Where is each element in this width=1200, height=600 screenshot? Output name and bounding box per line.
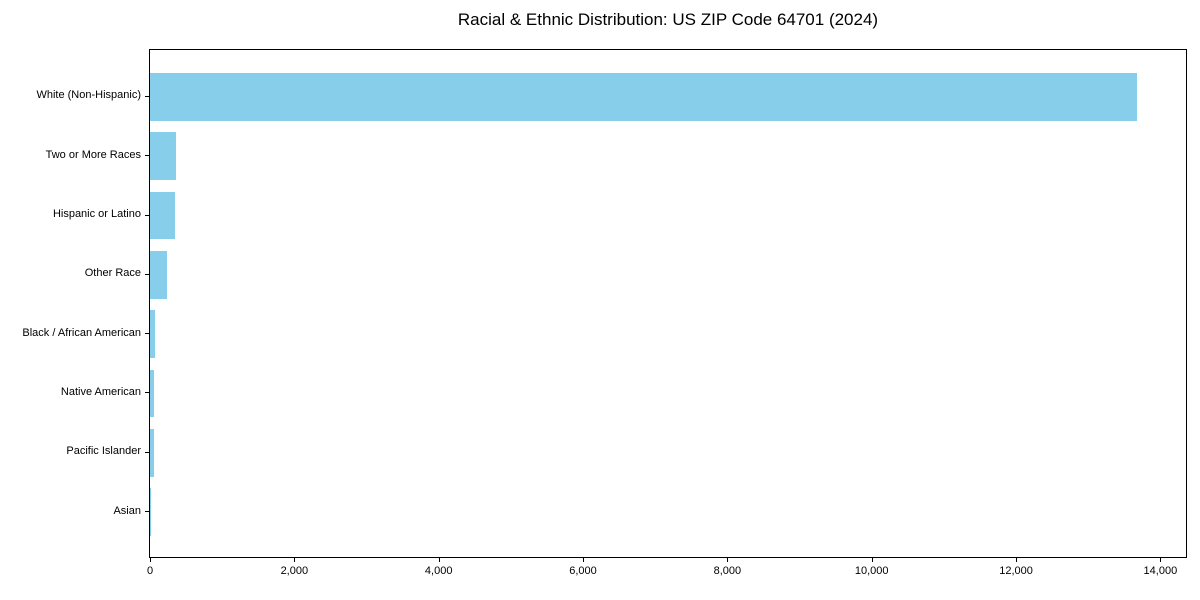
bar-white-non-hispanic	[150, 73, 1137, 121]
bar-other-race	[150, 251, 168, 299]
x-axis-label-10000: 10,000	[854, 565, 889, 577]
y-axis-label-pacific-islander: Pacific Islander	[66, 445, 141, 458]
x-axis-label-6000: 6,000	[569, 565, 597, 577]
bar-two-or-more-races	[150, 132, 176, 180]
y-axis-tick	[145, 214, 149, 216]
y-axis-label-white-non-hispanic: White (Non-Hispanic)	[36, 89, 141, 102]
y-axis-tick	[145, 451, 149, 453]
x-axis-tick	[1160, 558, 1162, 562]
x-axis-tick	[1016, 558, 1018, 562]
y-axis-label-asian: Asian	[113, 504, 141, 517]
y-axis-tick	[145, 392, 149, 394]
bar-asian	[150, 488, 151, 536]
y-axis-label-black-african-american: Black / African American	[22, 326, 141, 339]
x-axis-label-4000: 4,000	[424, 565, 453, 577]
y-axis-tick	[145, 333, 149, 335]
y-axis-tick	[145, 155, 149, 157]
plot-area	[149, 49, 1187, 558]
y-axis-tick	[145, 95, 149, 97]
y-axis-label-native-american: Native American	[60, 385, 141, 398]
x-axis-label-14000: 14,000	[1143, 565, 1178, 577]
x-axis-label-0: 0	[146, 565, 154, 577]
x-axis-tick	[150, 558, 151, 562]
x-axis-label-8000: 8,000	[713, 565, 742, 577]
chart-title: Racial & Ethnic Distribution: US ZIP Cod…	[457, 10, 879, 29]
y-axis-tick	[145, 511, 149, 513]
bar-native-american	[150, 369, 154, 418]
x-axis-tick	[294, 558, 296, 562]
x-axis-tick	[438, 558, 440, 562]
x-axis-label-12000: 12,000	[999, 565, 1033, 577]
bar-hispanic-or-latino	[150, 191, 175, 240]
y-axis-tick	[145, 273, 149, 275]
y-axis-label-other-race: Other Race	[84, 267, 141, 280]
bar-black-african-american	[150, 310, 156, 358]
y-axis-label-two-or-more-races: Two or More Races	[45, 148, 141, 161]
y-axis-label-hispanic-or-latino: Hispanic or Latino	[52, 208, 141, 220]
x-axis-tick	[583, 558, 585, 562]
x-axis-tick	[871, 558, 873, 562]
bar-pacific-islander	[150, 429, 154, 477]
x-axis-label-2000: 2,000	[280, 565, 309, 577]
x-axis-tick	[727, 558, 729, 562]
